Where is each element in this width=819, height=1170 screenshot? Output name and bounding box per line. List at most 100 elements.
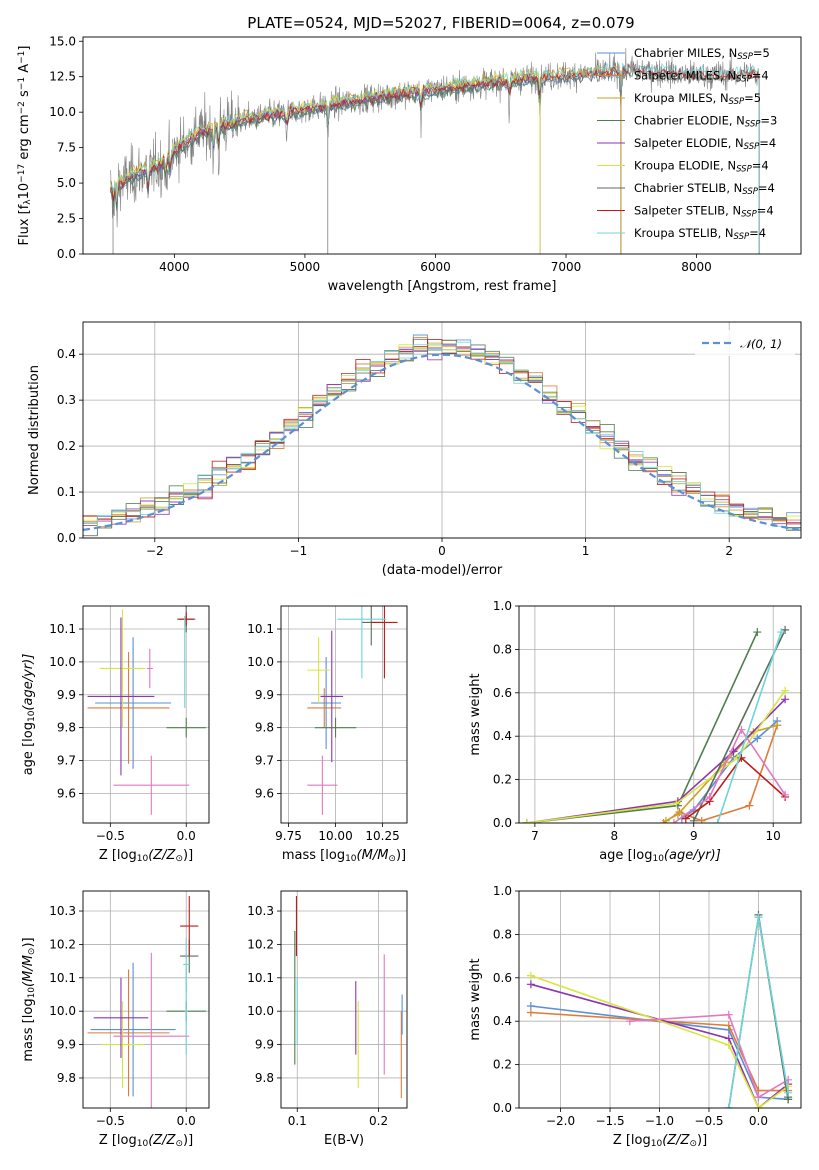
label-part: −1 bbox=[17, 51, 27, 64]
label-part: ⊙ bbox=[689, 1139, 697, 1149]
legend-label-2: Kroupa MILES, NSSP=5 bbox=[634, 91, 761, 107]
weight-marker bbox=[754, 913, 763, 922]
x-tick-label: −1.5 bbox=[595, 1114, 624, 1128]
weight-marker bbox=[672, 799, 681, 808]
legend-label-1: Salpeter MILES, NSSP=4 bbox=[634, 69, 769, 85]
y-tick-label: 0.0 bbox=[493, 1101, 512, 1115]
weight-marker bbox=[784, 1088, 793, 1097]
label-part: mass [log bbox=[21, 998, 36, 1061]
y-tick-label: 12.5 bbox=[49, 70, 76, 84]
weight-marker bbox=[724, 1021, 733, 1030]
label-part: −17 bbox=[17, 164, 27, 183]
y-tick-label: 9.7 bbox=[57, 754, 76, 768]
label-part: (M/M bbox=[357, 848, 389, 863]
y-axis-label: Normed distribution bbox=[27, 365, 42, 495]
x-axis-label: age [log10(age/yr)] bbox=[599, 848, 721, 864]
weight-line bbox=[530, 974, 789, 1108]
legend-sub: SSP bbox=[737, 52, 753, 62]
legend-label: 𝒩(0, 1) bbox=[740, 337, 782, 351]
axes-frame bbox=[82, 36, 802, 255]
label-part: ⊙ bbox=[388, 854, 396, 864]
label-part: erg cm bbox=[17, 114, 32, 163]
legend-suffix: =4 bbox=[759, 136, 776, 150]
x-tick-label: 0.0 bbox=[177, 829, 196, 843]
x-tick-label: 0.2 bbox=[369, 1114, 388, 1128]
label-part: (Z/Z bbox=[148, 1133, 176, 1148]
errorbar-point-0 bbox=[87, 652, 170, 764]
y-tick-label: 9.6 bbox=[57, 786, 76, 800]
weight-marker bbox=[777, 628, 786, 637]
x-tick-label: −0.5 bbox=[96, 1114, 125, 1128]
x-tick-label: 0 bbox=[438, 544, 446, 558]
weight-series-5 bbox=[522, 686, 790, 823]
x-tick-label: −0.5 bbox=[694, 1114, 723, 1128]
legend-name: Salpeter MILES, N bbox=[634, 69, 736, 83]
x-tick-label: 8000 bbox=[681, 260, 712, 274]
weight-series-9 bbox=[713, 628, 786, 823]
weight-marker bbox=[773, 721, 782, 730]
y-tick-label: 9.9 bbox=[57, 688, 76, 702]
label-part: −2 bbox=[17, 101, 27, 114]
errorbar-point-3 bbox=[93, 977, 149, 1058]
weight-series-7 bbox=[724, 913, 793, 1108]
model-line-6 bbox=[110, 67, 760, 207]
weight-marker bbox=[754, 1093, 763, 1102]
y-tick-label: 10.0 bbox=[247, 1004, 274, 1018]
x-axis-label: (data-model)/error bbox=[382, 563, 503, 578]
errorbar-point-2 bbox=[307, 637, 330, 703]
label-part: )] bbox=[21, 937, 36, 947]
x-tick-label: 1 bbox=[582, 544, 590, 558]
errorbar-point-1 bbox=[90, 962, 176, 1097]
weight-marker bbox=[689, 816, 698, 823]
axes-frame bbox=[518, 890, 802, 1109]
x-tick-label: 9.75 bbox=[275, 829, 302, 843]
grid bbox=[83, 606, 209, 823]
legend-sub: SSP bbox=[736, 75, 752, 85]
weight-marker bbox=[713, 819, 722, 823]
errorbar-point-8 bbox=[178, 612, 194, 626]
chart-mass_vs_z: −0.5 0.09.89.910.010.110.210.3Z [log10(Z/… bbox=[21, 890, 210, 1149]
weight-marker bbox=[724, 1010, 733, 1019]
legend-name: Kroupa ELODIE, N bbox=[634, 159, 736, 173]
y-axis-label: mass weight bbox=[468, 958, 483, 1040]
legend-suffix: =4 bbox=[752, 69, 769, 83]
plot-area bbox=[522, 625, 790, 823]
y-axis-label: age [log10(age/yr)] bbox=[21, 654, 37, 776]
legend-suffix: =4 bbox=[752, 159, 769, 173]
x-tick-label: 4000 bbox=[159, 260, 190, 274]
errorbar-point-2 bbox=[101, 1001, 144, 1088]
y-tick-label: 7.5 bbox=[57, 141, 76, 155]
axes-frame bbox=[518, 605, 802, 824]
errorbar-point-7 bbox=[180, 896, 199, 957]
errorbar-point-4 bbox=[307, 755, 338, 815]
x-axis-label: Z [log10(Z/Z⊙)] bbox=[99, 848, 193, 864]
y-tick-label: 0.6 bbox=[493, 686, 512, 700]
label-part: (M/M bbox=[21, 955, 36, 987]
legend-name: Kroupa MILES, N bbox=[634, 91, 729, 105]
model-line-8 bbox=[110, 62, 760, 203]
label-part: s bbox=[17, 90, 32, 101]
x-tick-label: 0.0 bbox=[749, 1114, 768, 1128]
legend-label-6: Chabrier STELIB, NSSP=4 bbox=[634, 181, 775, 197]
errorbar-point-1 bbox=[95, 637, 172, 769]
x-axis-label: Z [log10(Z/Z⊙)] bbox=[613, 1133, 707, 1149]
x-tick-label: −1.0 bbox=[645, 1114, 674, 1128]
label-part: λ bbox=[23, 199, 33, 205]
plot-area bbox=[307, 606, 398, 815]
weight-series-8 bbox=[669, 725, 790, 823]
x-tick-label: −0.5 bbox=[96, 829, 125, 843]
y-tick-label: 10.0 bbox=[49, 105, 76, 119]
weight-marker bbox=[724, 1041, 733, 1050]
legend-name: Kroupa STELIB, N bbox=[634, 226, 734, 240]
errorbar-point-4 bbox=[113, 755, 190, 815]
y-tick-label: 0.8 bbox=[493, 927, 512, 941]
figure-title: PLATE=0524, MJD=52027, FIBERID=0064, z=0… bbox=[247, 14, 634, 32]
x-tick-label: 7000 bbox=[551, 260, 582, 274]
errorbar-point-3 bbox=[320, 630, 344, 763]
y-tick-label: 9.9 bbox=[57, 1038, 76, 1052]
errorbar-point-9 bbox=[183, 615, 187, 708]
plot-area bbox=[526, 910, 793, 1108]
errorbar-point-5 bbox=[146, 648, 153, 689]
